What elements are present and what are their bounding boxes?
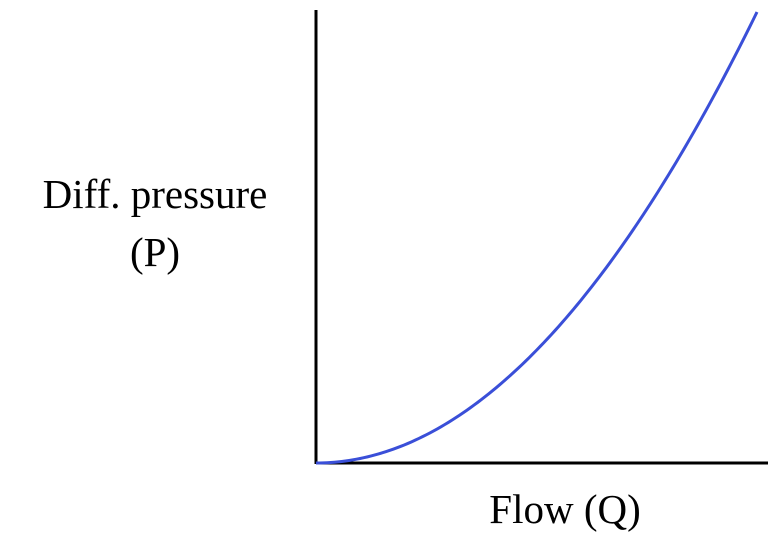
y-axis-label-line1: Diff. pressure [42,171,268,217]
y-axis-label: Diff. pressure (P) [0,165,310,281]
series-line-0 [315,11,759,465]
series-layer [315,11,759,465]
x-axis-label: Flow (Q) [489,486,641,532]
y-axis-label-line2: (P) [129,229,181,275]
axes [314,10,768,465]
